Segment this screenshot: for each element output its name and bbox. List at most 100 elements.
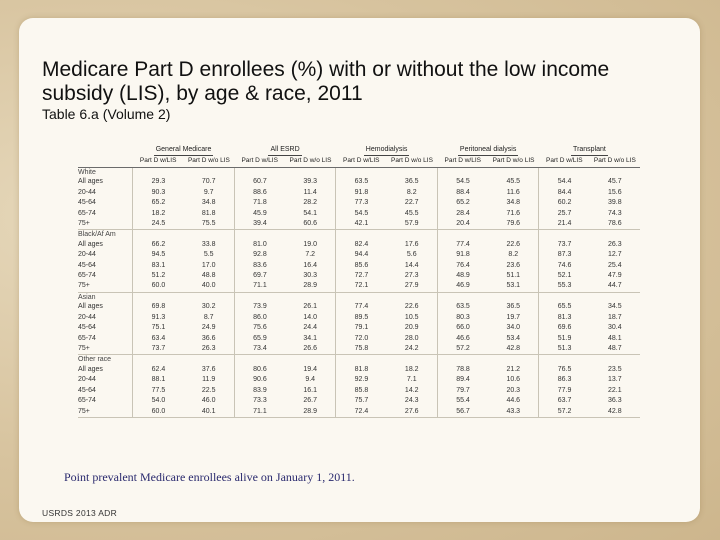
table-cell: 45.5 (506, 178, 521, 186)
table-cell: 70.7 (201, 178, 216, 186)
spacer-cell (233, 292, 286, 303)
column-header: Part D w/o LIS (285, 156, 336, 168)
spacer-cell (285, 355, 336, 365)
row-label: 45-64 (78, 199, 96, 207)
table-cell: 63.4 (132, 333, 184, 344)
spacer-cell (387, 167, 438, 177)
table-cell: 26.3 (608, 240, 622, 248)
table-row: 75+ 24.5 75.5 39.4 60.6 42.1 57.9 20.4 79.6 21.4 7… (78, 218, 640, 231)
spacer-cell (590, 355, 640, 365)
table-cell: 33.8 (201, 240, 216, 248)
table-cell: 19.0 (303, 240, 318, 248)
table-cell: 14.2 (404, 386, 419, 394)
table-cell: 75.7 (335, 396, 387, 407)
table-cell: 18.2 (132, 208, 184, 219)
table-cell: 34.8 (201, 199, 216, 207)
table-cell: 25.7 (538, 208, 590, 219)
table-cell: 34.0 (506, 324, 521, 332)
table-cell: 34.5 (608, 303, 622, 311)
table-cell: 28.0 (404, 334, 419, 342)
table-cell: 17.0 (201, 261, 216, 269)
table-cell: 42.8 (488, 344, 539, 356)
spacer-cell (335, 354, 387, 365)
table-cell: 28.9 (285, 406, 336, 418)
table-cell: 94.4 (335, 250, 387, 261)
section-label: Black/Af Am (78, 231, 116, 239)
row-label: 20-44 (78, 188, 96, 196)
table-cell: 71.1 (233, 406, 286, 418)
table-cell: 46.9 (436, 281, 489, 293)
table-cell: 60.0 (132, 406, 184, 418)
spacer-cell (488, 355, 539, 365)
table-cell: 51.3 (538, 344, 590, 356)
table-cell: 45.5 (404, 209, 419, 217)
table-cell: 54.1 (303, 209, 318, 217)
table-cell: 36.3 (608, 397, 622, 405)
group-label: Hemodialysis (363, 145, 410, 157)
table-cell: 24.2 (386, 344, 438, 356)
row-label: All ages (78, 365, 103, 373)
table-cell: 60.7 (233, 177, 286, 188)
table-cell: 73.7 (538, 239, 590, 251)
spacer-cell (436, 292, 489, 303)
table-cell: 72.4 (335, 406, 387, 418)
data-table: General Medicare All ESRD Hemodialysis P… (78, 145, 640, 418)
group-header: All ESRD (234, 145, 336, 157)
table-cell: 39.8 (608, 199, 622, 207)
section-label: White (78, 168, 96, 176)
spacer-cell (387, 292, 438, 302)
table-cell: 65.5 (538, 302, 590, 313)
table-cell: 72.0 (335, 333, 387, 344)
table-cell: 90.3 (132, 187, 184, 199)
row-label: All ages (78, 178, 103, 186)
column-header: Part D w/LIS (335, 156, 387, 168)
table-cell: 19.7 (506, 313, 521, 321)
row-label: 75+ (78, 218, 133, 231)
table-cell: 5.5 (203, 251, 214, 259)
table-cell: 85.8 (335, 385, 387, 397)
table-cell: 12.7 (608, 251, 622, 259)
column-header: Part D w/o LIS (386, 156, 438, 168)
table-cell: 44.6 (506, 397, 521, 405)
spacer-cell (335, 229, 387, 240)
table-cell: 91.8 (335, 187, 387, 199)
table-cell: 60.2 (538, 198, 590, 209)
group-header-row: General Medicare All ESRD Hemodialysis P… (78, 145, 640, 157)
table-cell: 66.0 (436, 323, 489, 334)
table-cell: 91.3 (132, 312, 184, 324)
group-label: Peritoneal dialysis (457, 145, 519, 157)
table-cell: 73.9 (233, 302, 286, 313)
table-row: All ages 66.2 33.8 81.0 19.0 82.4 17.6 77.4 22.6… (78, 239, 640, 251)
table-cell: 65.9 (233, 333, 286, 344)
table-cell: 14.4 (404, 261, 419, 269)
table-cell: 63.5 (436, 302, 489, 313)
table-cell: 65.2 (436, 198, 489, 209)
spacer-cell (233, 167, 286, 178)
table-cell: 75.1 (132, 323, 184, 334)
table-cell: 19.4 (303, 365, 318, 373)
row-label: 20-44 (78, 376, 96, 384)
table-cell: 30.2 (201, 303, 216, 311)
table-cell: 83.1 (132, 260, 184, 272)
table-cell: 7.2 (305, 251, 316, 259)
table-cell: 79.7 (436, 385, 489, 397)
table-cell: 76.5 (538, 364, 590, 376)
table-row: 75+ 60.0 40.1 71.1 28.9 72.4 27.6 56.7 43.3 57.2 4… (78, 406, 640, 418)
table-cell: 17.6 (404, 240, 419, 248)
table-cell: 48.9 (436, 271, 489, 282)
table-cell: 25.4 (608, 261, 622, 269)
table-cell: 28.4 (436, 208, 489, 219)
table-cell: 40.0 (183, 281, 235, 293)
table-row: All ages 62.4 37.6 80.6 19.4 81.8 18.2 78.8 21.2… (78, 364, 640, 376)
table-cell: 26.1 (303, 303, 318, 311)
spacer-cell (132, 292, 184, 303)
row-label: 75+ (78, 344, 133, 356)
table-cell: 23.6 (506, 261, 521, 269)
spacer-cell (488, 292, 539, 302)
table-cell: 72.1 (335, 281, 387, 293)
table-row: 65-74 54.0 46.0 73.3 26.7 75.7 24.3 55.4 44.6 63.… (78, 396, 640, 407)
table-cell: 28.2 (303, 199, 318, 207)
table-cell: 86.0 (233, 312, 286, 324)
row-label: 65-74 (78, 209, 96, 217)
table-body: White All ages 29.3 70.7 60.7 39.3 63.5 36.5 54.… (78, 167, 640, 418)
